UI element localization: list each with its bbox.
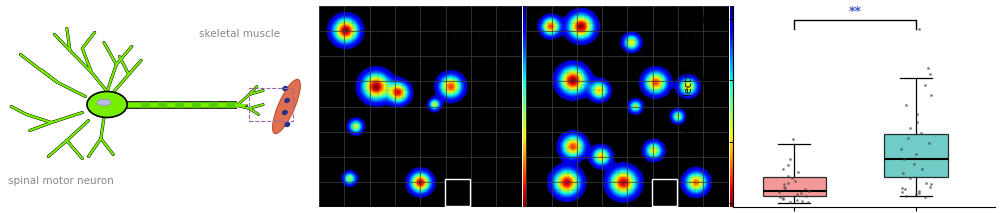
Point	[784, 177, 800, 180]
Point	[923, 183, 939, 186]
Point	[911, 191, 927, 195]
Ellipse shape	[285, 99, 289, 102]
Y-axis label: Spikes per Electrode: Spikes per Electrode	[684, 57, 694, 156]
Point	[801, 189, 817, 192]
Point	[894, 186, 910, 190]
Point	[917, 83, 933, 87]
PathPatch shape	[884, 134, 948, 177]
Point	[917, 195, 933, 199]
Point	[780, 174, 796, 178]
Point	[776, 185, 792, 189]
Point	[922, 72, 938, 76]
Point	[894, 190, 910, 194]
Point	[918, 181, 934, 185]
Point	[775, 167, 791, 170]
Point	[922, 185, 938, 189]
Point	[923, 93, 939, 96]
Point	[771, 190, 787, 194]
Point	[798, 194, 814, 197]
Circle shape	[87, 92, 127, 118]
Point	[908, 193, 924, 196]
Point	[777, 186, 793, 190]
Ellipse shape	[283, 86, 287, 91]
Bar	[445, 178, 470, 206]
Point	[909, 120, 925, 124]
Point	[911, 27, 927, 30]
Point	[790, 171, 806, 174]
Point	[789, 199, 805, 202]
Ellipse shape	[285, 122, 290, 127]
Point	[920, 66, 936, 69]
Point	[914, 167, 930, 170]
Text: spinal motor neuron: spinal motor neuron	[8, 176, 114, 186]
Point	[775, 197, 791, 201]
Point	[787, 179, 803, 183]
Point	[896, 157, 912, 160]
Point	[911, 189, 927, 192]
Text: skeletal muscle: skeletal muscle	[199, 29, 281, 39]
Point	[775, 196, 791, 200]
Ellipse shape	[273, 79, 300, 134]
Point	[909, 113, 925, 116]
Point	[921, 141, 937, 144]
Point	[908, 152, 924, 155]
Bar	[249, 88, 293, 121]
Point	[906, 162, 922, 165]
Point	[785, 137, 801, 141]
Point	[897, 188, 913, 191]
Point	[902, 126, 918, 130]
Point	[902, 177, 918, 180]
Text: **: **	[849, 5, 862, 18]
Point	[793, 191, 809, 195]
Ellipse shape	[97, 99, 111, 106]
Ellipse shape	[283, 111, 287, 114]
Point	[913, 131, 929, 135]
Point	[782, 201, 798, 204]
Point	[898, 103, 914, 106]
Point	[782, 157, 798, 160]
Point	[780, 181, 796, 185]
PathPatch shape	[763, 177, 826, 196]
Point	[900, 136, 916, 140]
Point	[895, 172, 911, 175]
Point	[797, 188, 813, 191]
Point	[780, 163, 796, 167]
Point	[772, 195, 788, 199]
Point	[776, 183, 792, 186]
Point	[898, 194, 914, 197]
Point	[893, 147, 909, 151]
Bar	[652, 178, 677, 206]
Point	[800, 200, 816, 203]
Point	[789, 193, 805, 196]
Point	[794, 199, 810, 203]
